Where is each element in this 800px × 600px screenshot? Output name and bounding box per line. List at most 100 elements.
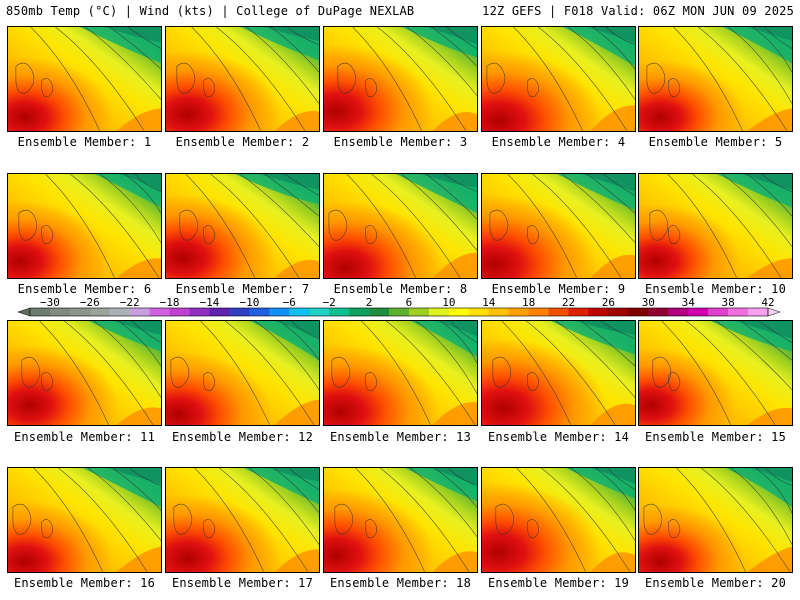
temperature-field <box>8 174 161 278</box>
colorbar-tick-label: −22 <box>120 296 140 309</box>
ensemble-member-panel <box>7 173 162 279</box>
colorbar-swatch <box>89 308 111 316</box>
colorbar-swatch <box>508 308 529 316</box>
colorbar-swatch <box>608 308 629 316</box>
temperature-field <box>482 468 635 572</box>
colorbar-swatch <box>488 308 510 316</box>
colorbar-tick-label: −18 <box>160 296 180 309</box>
colorbar-tick-label: −26 <box>80 296 100 309</box>
temperature-field <box>639 321 792 425</box>
colorbar-tick-label: 34 <box>682 296 696 309</box>
temperature-field <box>324 174 477 278</box>
temperature-field <box>166 468 319 572</box>
colorbar-swatch <box>628 308 649 316</box>
colorbar-swatch <box>468 308 490 316</box>
colorbar-swatch <box>69 308 91 316</box>
colorbar-tick-label: 2 <box>366 296 373 309</box>
temperature-field <box>324 321 477 425</box>
colorbar-swatch <box>389 308 410 316</box>
colorbar-swatch <box>688 308 709 316</box>
ensemble-member-panel <box>165 320 320 426</box>
colorbar-swatch <box>648 308 669 316</box>
temperature-field <box>482 174 635 278</box>
colorbar-border <box>29 307 769 317</box>
colorbar-swatch <box>428 308 450 316</box>
colorbar-swatch <box>408 308 430 316</box>
colorbar-swatch <box>309 308 330 316</box>
ensemble-member-label: Ensemble Member: 17 <box>171 576 314 590</box>
temperature-colorbar: −30 −26 −22 −18 −14 −10 −6 −2 2 6 10 14 18 22 26 30 34 38… <box>17 296 781 317</box>
ensemble-member-panel <box>7 26 162 132</box>
colorbar-swatch <box>329 308 350 316</box>
ensemble-member-panel <box>165 173 320 279</box>
ensemble-member-panel <box>638 26 793 132</box>
ensemble-member-panel <box>7 320 162 426</box>
temperature-field <box>639 468 792 572</box>
colorbar-swatch <box>528 308 549 316</box>
ensemble-member-label: Ensemble Member: 6 <box>17 282 152 296</box>
colorbar-tick-label: −6 <box>283 296 296 309</box>
ensemble-member-label: Ensemble Member: 3 <box>333 135 468 149</box>
colorbar-swatch <box>109 308 131 316</box>
colorbar-swatch <box>229 308 250 316</box>
ensemble-member-label: Ensemble Member: 7 <box>175 282 310 296</box>
ensemble-member-label: Ensemble Member: 10 <box>644 282 787 296</box>
colorbar-tick-label: 38 <box>721 296 734 309</box>
ensemble-member-label: Ensemble Member: 18 <box>329 576 472 590</box>
temperature-field <box>8 27 161 131</box>
ensemble-member-panel <box>165 26 320 132</box>
colorbar-tick-label: 18 <box>522 296 535 309</box>
colorbar-swatch <box>349 308 370 316</box>
run-valid-time: 12Z GEFS | F018 Valid: 06Z MON JUN 09 20… <box>482 4 794 18</box>
colorbar-tick-label: 26 <box>602 296 615 309</box>
ensemble-member-label: Ensemble Member: 16 <box>13 576 156 590</box>
colorbar-swatch <box>728 308 749 316</box>
colorbar-swatch <box>149 308 170 316</box>
colorbar-swatch <box>209 308 230 316</box>
ensemble-member-panel <box>638 173 793 279</box>
temperature-field <box>639 27 792 131</box>
ensemble-member-panel <box>638 320 793 426</box>
colorbar-tick-label: −2 <box>323 296 336 309</box>
temperature-field <box>166 27 319 131</box>
ensemble-member-label: Ensemble Member: 2 <box>175 135 310 149</box>
ensemble-member-panel <box>638 467 793 573</box>
temperature-field <box>639 174 792 278</box>
temperature-field <box>324 468 477 572</box>
ensemble-member-label: Ensemble Member: 8 <box>333 282 468 296</box>
colorbar-tick-label: 30 <box>642 296 655 309</box>
ensemble-member-panel <box>481 26 636 132</box>
ensemble-member-label: Ensemble Member: 13 <box>329 430 472 444</box>
colorbar-swatch <box>568 308 589 316</box>
ensemble-member-label: Ensemble Member: 14 <box>487 430 630 444</box>
colorbar-high-arrow <box>767 307 781 317</box>
colorbar-swatch <box>668 308 689 316</box>
colorbar-swatch <box>249 308 270 316</box>
colorbar-swatch <box>588 308 609 316</box>
colorbar-swatch <box>129 308 150 316</box>
ensemble-member-label: Ensemble Member: 15 <box>644 430 787 444</box>
temperature-field <box>482 321 635 425</box>
colorbar-tick-label: −10 <box>239 296 259 309</box>
temperature-field <box>324 27 477 131</box>
colorbar-tick-label: −14 <box>200 296 220 309</box>
temperature-field <box>166 321 319 425</box>
colorbar-tick-label: −30 <box>40 296 60 309</box>
ensemble-member-panel <box>481 173 636 279</box>
colorbar-swatch <box>448 308 470 316</box>
ensemble-member-panel <box>481 467 636 573</box>
colorbar-swatch <box>30 308 51 316</box>
temperature-field <box>166 174 319 278</box>
colorbar-tick-label: 10 <box>442 296 455 309</box>
colorbar-swatch <box>748 308 769 316</box>
ensemble-member-label: Ensemble Member: 4 <box>491 135 626 149</box>
map-title: 850mb Temp (°C) | Wind (kts) | College o… <box>6 4 415 18</box>
ensemble-member-panel <box>481 320 636 426</box>
ensemble-member-panel <box>323 173 478 279</box>
ensemble-member-label: Ensemble Member: 20 <box>644 576 787 590</box>
colorbar-tick-label: 6 <box>406 296 413 309</box>
colorbar-swatch <box>189 308 210 316</box>
ensemble-member-label: Ensemble Member: 12 <box>171 430 314 444</box>
temperature-field <box>482 27 635 131</box>
colorbar-tick-label: 22 <box>562 296 575 309</box>
